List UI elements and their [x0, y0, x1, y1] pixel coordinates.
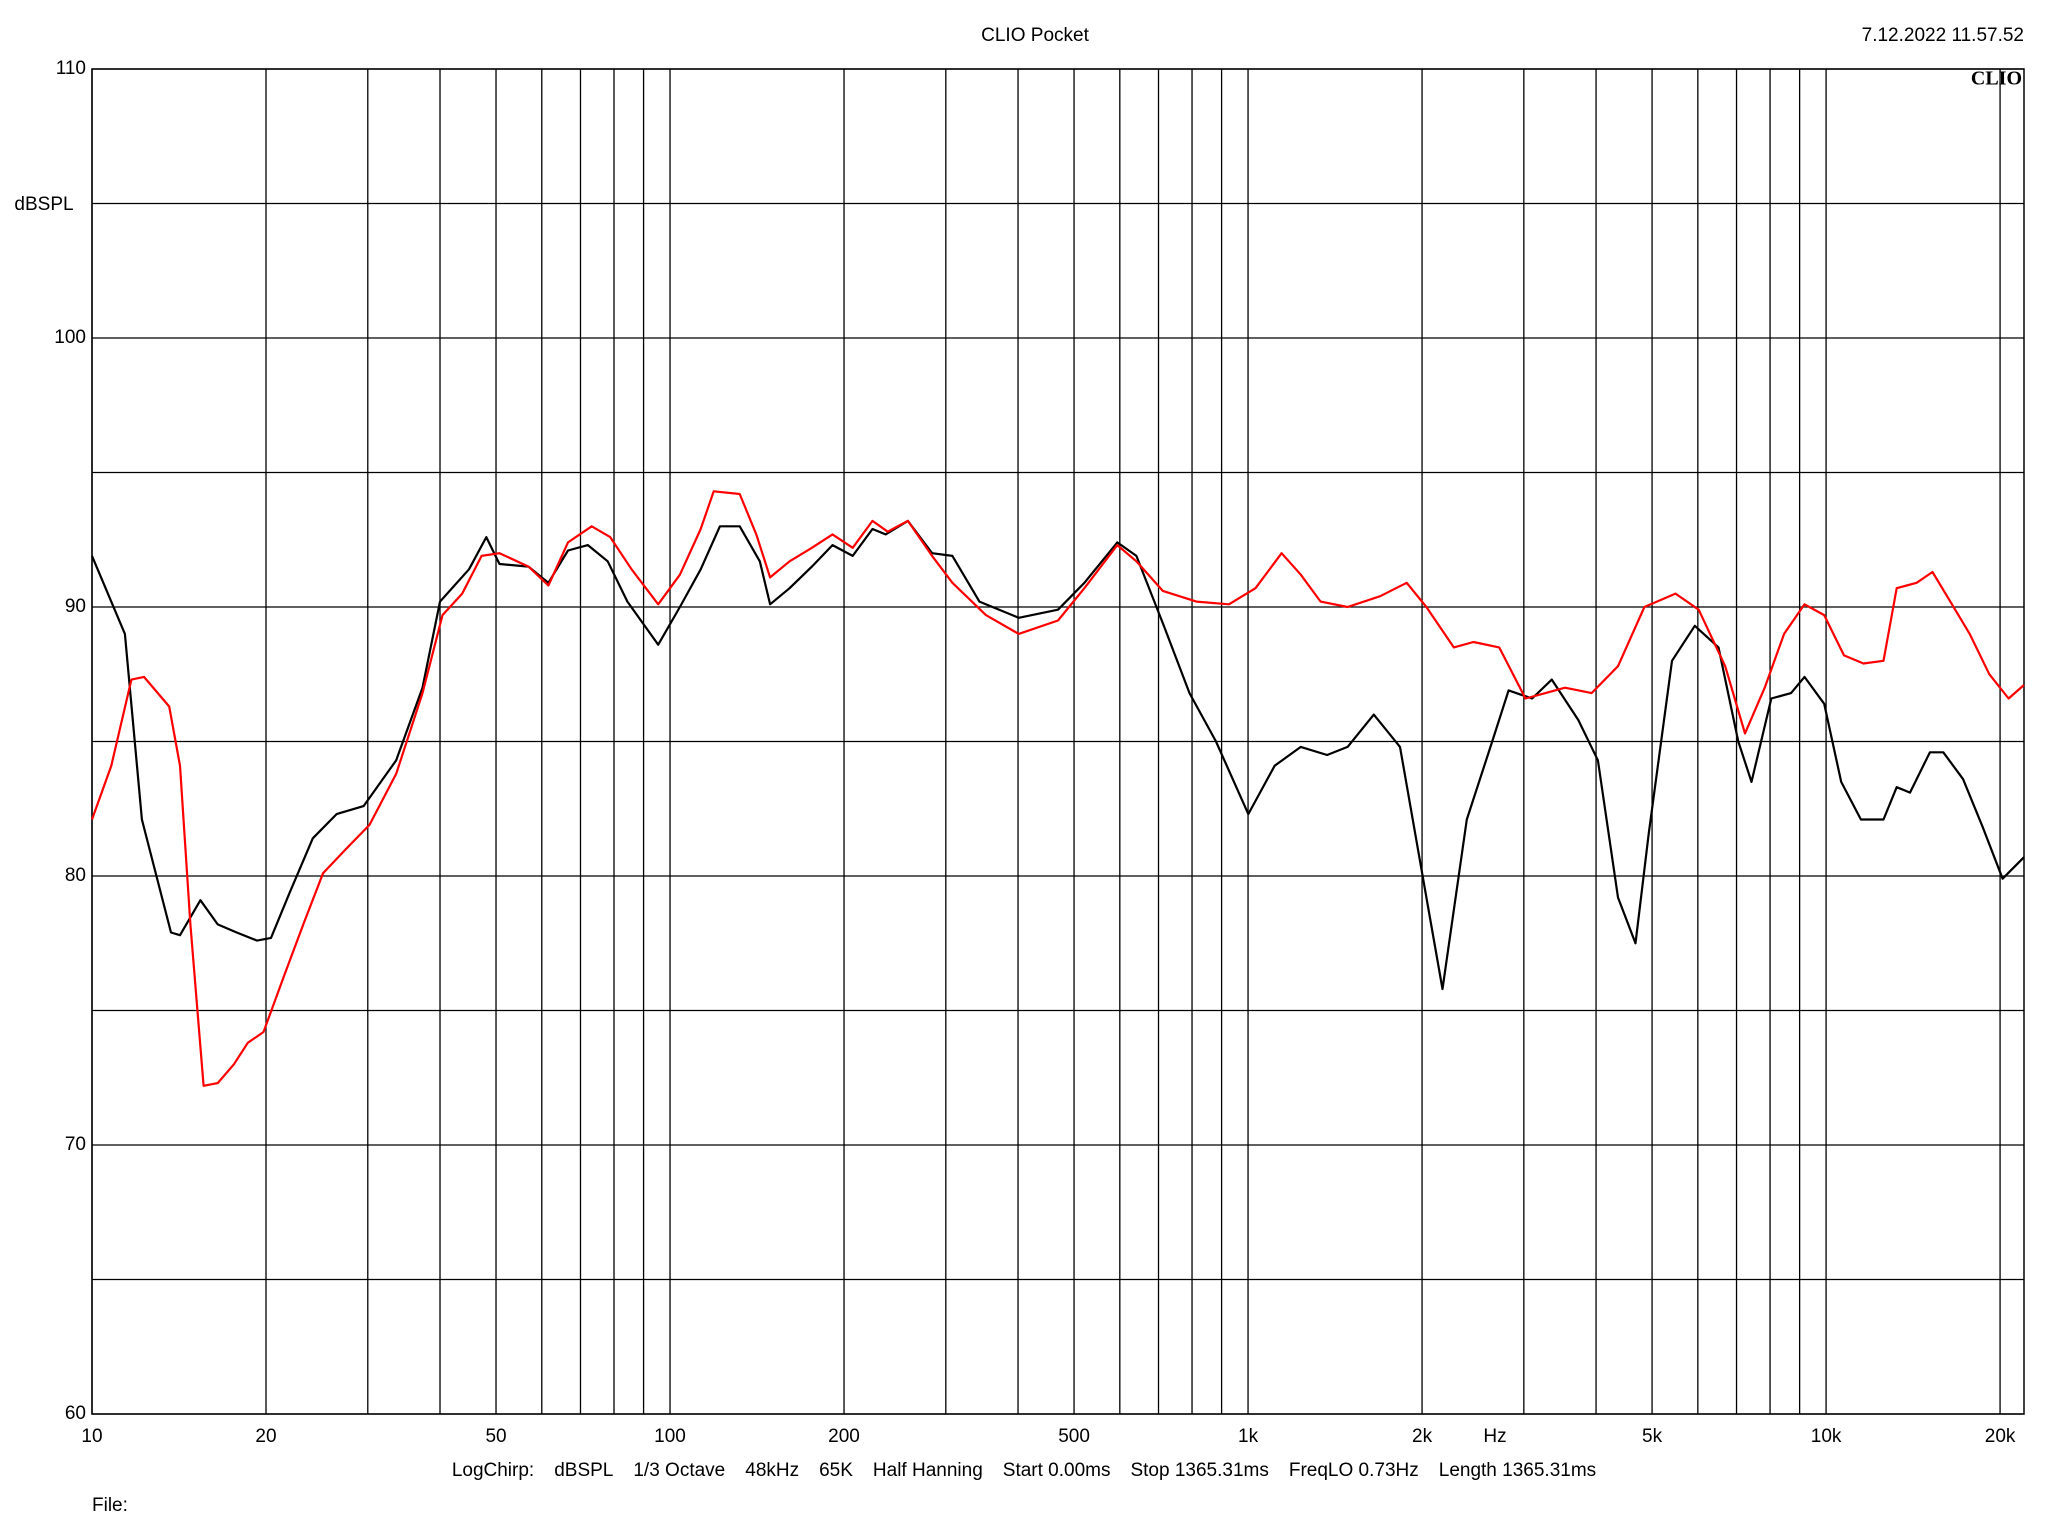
setting: LogChirp:: [451, 1460, 535, 1481]
x-tick-label: 1k: [1238, 1426, 1259, 1447]
chart-title: CLIO Pocket: [981, 25, 1089, 46]
y-tick-label: 110: [56, 58, 86, 79]
file-label: File:: [92, 1495, 128, 1516]
y-tick-label: 100: [54, 327, 86, 348]
timestamp: 7.12.2022 11.57.52: [1862, 25, 2024, 46]
x-tick-label: 2k: [1412, 1426, 1433, 1447]
data-line: [90, 519, 2025, 991]
setting: 48kHz: [745, 1460, 800, 1481]
y-tick-label: 60: [65, 1403, 86, 1424]
setting: Half Hanning: [872, 1460, 983, 1481]
setting: Stop 1365.31ms: [1130, 1460, 1269, 1481]
setting: FreqLO 0.73Hz: [1288, 1460, 1419, 1481]
plot-frame: [91, 68, 2025, 1415]
setting: 65K: [819, 1460, 853, 1481]
x-tick-label: 10: [81, 1426, 102, 1447]
logo: CLIO: [1971, 68, 2022, 90]
x-tick-label: 20k: [1985, 1426, 2016, 1447]
x-tick-label: 500: [1058, 1426, 1090, 1447]
x-axis-label: Hz: [1483, 1426, 1506, 1447]
setting: Start 0.00ms: [1002, 1460, 1111, 1481]
x-tick-label: 50: [485, 1426, 506, 1447]
y-tick-label: 80: [65, 865, 86, 886]
setting: Length 1365.31ms: [1438, 1460, 1597, 1481]
y-tick-label: 70: [65, 1134, 86, 1155]
x-tick-label: 20: [255, 1426, 276, 1447]
x-tick-label: 200: [828, 1426, 860, 1447]
x-tick-label: 100: [654, 1426, 686, 1447]
y-axis-label: dBSPL: [14, 194, 73, 215]
data-line: [90, 490, 2025, 1087]
setting: 1/3 Octave: [633, 1460, 726, 1481]
y-tick-label: 90: [65, 596, 86, 617]
settings-bar: LogChirp: dBSPL 1/3 Octave 48kHz 65K Half Han…: [0, 1460, 2048, 1482]
x-tick-label: 5k: [1642, 1426, 1663, 1447]
x-tick-label: 10k: [1811, 1426, 1842, 1447]
setting: dBSPL: [554, 1460, 614, 1481]
